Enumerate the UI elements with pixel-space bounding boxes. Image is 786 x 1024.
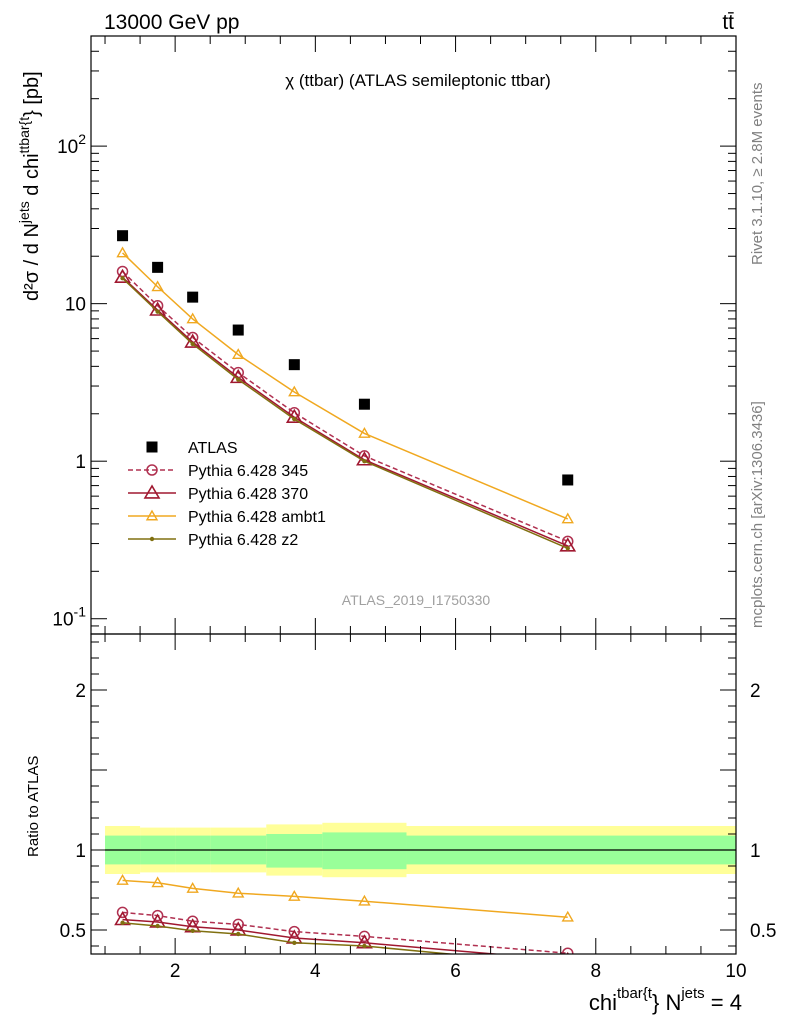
ratio-point-s0-4	[288, 925, 301, 938]
data-point-s3-6	[561, 512, 574, 524]
side-label-top: Rivet 3.1.10, ≥ 2.8M events	[749, 83, 766, 266]
y-tick-label: 102	[57, 131, 86, 158]
ratio-point-s3-2	[190, 928, 195, 933]
ratio-point-s0-5	[358, 930, 371, 943]
ratio-point-s2-6	[561, 910, 574, 922]
series-line-1	[122, 270, 569, 543]
ratio-point-s0-1	[151, 909, 164, 922]
main-panel: 10-1 1 10 102 χ (ttbar) (ATLAS semileptonic…	[16, 35, 737, 635]
header-left: 13000 GeV pp	[104, 11, 239, 34]
legend-label-4: Pythia 6.428 z2	[188, 532, 298, 549]
data-point-s0-5	[358, 398, 370, 410]
y-tick-label: 10-1	[52, 604, 86, 631]
main-axis-ticks	[91, 35, 737, 635]
ratio-point-s3-4	[292, 940, 297, 945]
legend-label-1: Pythia 6.428 345	[188, 463, 308, 480]
ratio-point-s3-6	[566, 963, 570, 967]
legend-marker-3	[145, 509, 159, 521]
ratio-line-2	[122, 879, 568, 918]
ratio-point-s2-0	[116, 873, 129, 885]
data-point-s4-2	[190, 341, 195, 347]
ratio-panel-frame	[90, 633, 737, 955]
ratio-axis-ticks	[91, 634, 737, 954]
data-point-s4-3	[236, 377, 241, 382]
data-point-s2-0	[114, 268, 131, 283]
ratio-line-3	[122, 922, 458, 954]
data-point-s0-0	[117, 230, 129, 242]
data-point-s3-1	[151, 280, 164, 292]
data-point-s3-3	[232, 348, 245, 360]
x-tick-label: 4	[310, 961, 321, 982]
ratio-panel: 0.5 0.5 1 1 2 2 2 4 6 8 10 Ratio to ATLAS chitbar{…	[25, 633, 777, 1015]
ratio-point-s2-1	[151, 876, 164, 888]
legend-marker-4	[149, 536, 155, 542]
main-y-tick-labels: 10-1 1 10 102	[52, 131, 86, 631]
legend-label-0: ATLAS	[188, 440, 238, 457]
main-y-axis-label: d²σ / d Njets d chittbar{t} [pb]	[16, 71, 43, 301]
data-point-s0-2	[187, 291, 199, 303]
data-point-s3-5	[358, 427, 371, 438]
stat-uncertainty-band	[322, 832, 407, 870]
data-point-s4-4	[292, 416, 297, 422]
data-point-s0-3	[232, 324, 244, 336]
stat-uncertainty-band	[266, 834, 323, 868]
ratio-point-s0-6	[561, 947, 574, 954]
series-line-2	[122, 276, 569, 547]
ratio-line-1	[122, 918, 503, 954]
legend-label-3: Pythia 6.428 ambt1	[188, 509, 326, 526]
ratio-plot-area	[105, 822, 736, 967]
x-tick-label: 6	[450, 961, 461, 982]
y-tick-label: 10	[65, 295, 86, 316]
legend-marker-1	[146, 464, 158, 476]
x-tick-label: 8	[590, 961, 601, 982]
ratio-point-s0-0	[116, 906, 129, 919]
ratio-point-s2-5	[358, 894, 371, 906]
ratio-y-axis-label: Ratio to ATLAS	[25, 756, 42, 857]
data-point-s0-6	[562, 474, 574, 486]
data-point-s3-2	[186, 312, 199, 324]
x-tick-label: 2	[170, 961, 181, 982]
data-point-s4-6	[565, 546, 570, 551]
x-axis-label: chitbar{t} Njets = 4	[589, 985, 742, 1015]
ratio-point-s2-4	[288, 889, 301, 901]
ratio-point-s2-2	[186, 881, 199, 893]
data-point-s3-0	[116, 246, 129, 258]
ratio-y-tick-label-right: 1	[750, 841, 761, 862]
ratio-y-tick-label-right: 2	[750, 681, 761, 702]
legend-marker-2	[143, 484, 161, 499]
legend: ATLAS Pythia 6.428 345 Pythia 6.428 370 Pyt…	[128, 440, 326, 549]
ratio-y-tick-label-left: 2	[75, 681, 86, 702]
series-line-3	[122, 252, 569, 520]
legend-label-2: Pythia 6.428 370	[188, 486, 308, 503]
ratio-point-s2-3	[232, 886, 245, 898]
ratio-point-s1-6	[566, 951, 570, 954]
ratio-point-s3-3	[236, 931, 241, 937]
data-point-s0-4	[288, 359, 300, 371]
data-point-s3-4	[288, 385, 301, 397]
data-point-s4-0	[120, 276, 125, 281]
data-point-s0-1	[152, 261, 164, 273]
data-point-s4-1	[155, 309, 160, 314]
analysis-watermark: ATLAS_2019_I1750330	[342, 592, 491, 608]
ratio-point-s3-1	[155, 923, 160, 929]
ratio-point-s3-5	[362, 943, 367, 949]
y-tick-label: 1	[75, 452, 86, 473]
header-right: tt̄	[722, 11, 734, 34]
data-point-s4-5	[362, 458, 367, 464]
ratio-y-tick-label-left: 0.5	[60, 921, 86, 942]
ratio-point-s3-0	[120, 920, 125, 925]
data-point-s2-6	[559, 537, 577, 552]
chart-title: χ (ttbar) (ATLAS semileptonic ttbar)	[285, 71, 551, 90]
side-label-bottom: mcplots.cern.ch [arXiv:1306.3436]	[749, 401, 766, 628]
ratio-tick-labels: 0.5 0.5 1 1 2 2 2 4 6 8 10	[60, 681, 777, 982]
main-plot-area	[114, 230, 577, 552]
x-tick-label: 10	[725, 961, 746, 982]
ratio-y-tick-label-right: 0.5	[750, 921, 776, 942]
legend-marker-0	[146, 441, 158, 453]
ratio-y-tick-label-left: 1	[75, 841, 86, 862]
